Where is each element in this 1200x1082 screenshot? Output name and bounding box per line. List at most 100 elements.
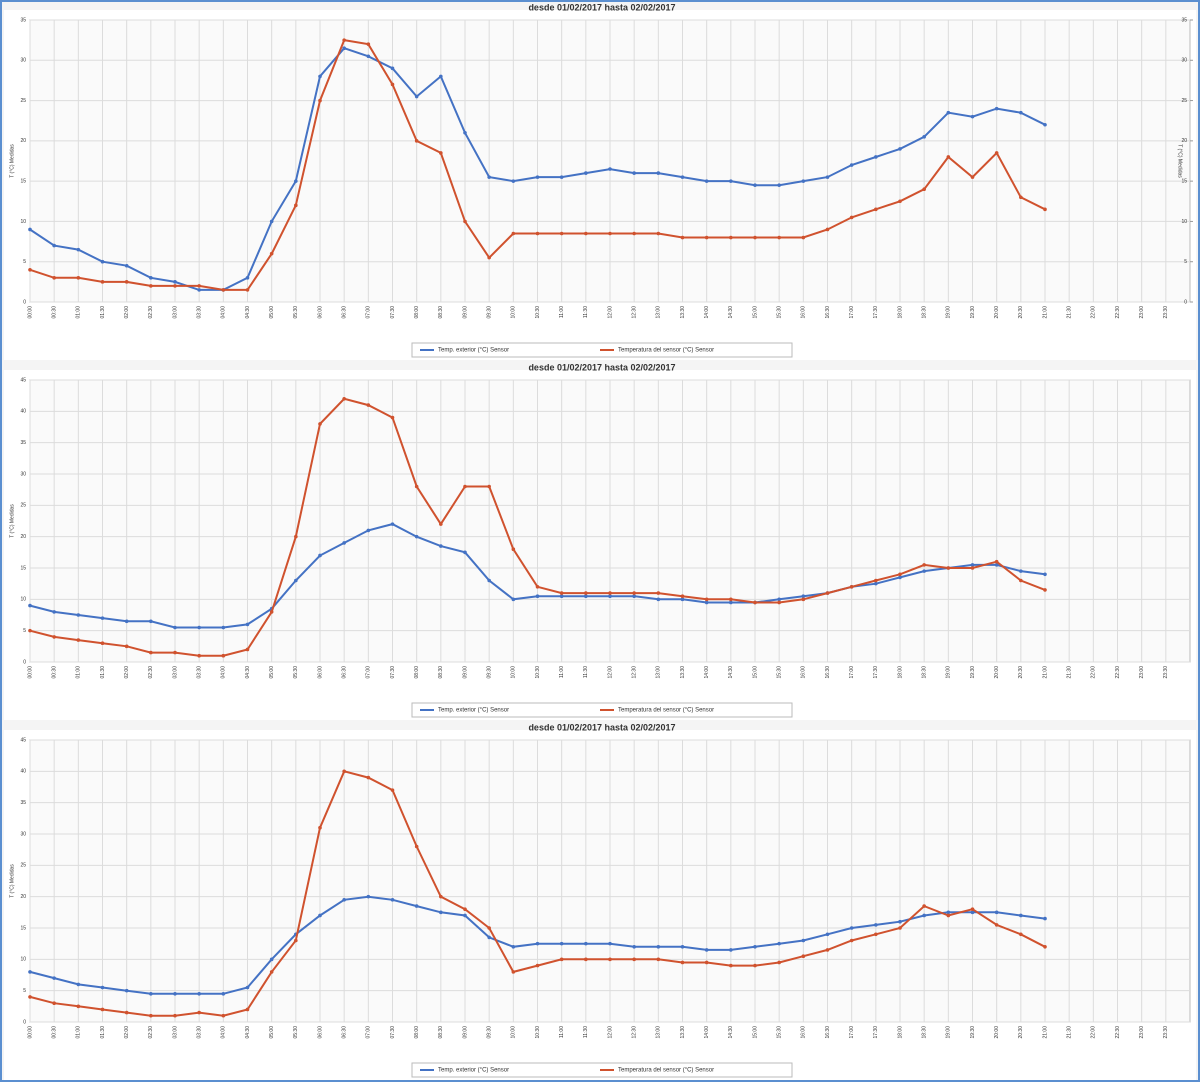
data-point <box>898 147 902 151</box>
legend-label: Temperatura del sensor (°C) Sensor <box>618 348 714 354</box>
data-point <box>28 267 32 272</box>
x-tick-label: 03:00 <box>172 1026 178 1039</box>
data-point <box>994 559 999 564</box>
data-point <box>801 938 806 943</box>
x-tick-label: 17:00 <box>849 306 855 319</box>
data-point <box>849 215 854 220</box>
y2-tick-label: 0 <box>1184 299 1187 305</box>
x-tick-label: 05:30 <box>293 666 299 679</box>
data-point <box>76 247 81 252</box>
data-point <box>342 898 346 902</box>
data-point <box>487 578 491 583</box>
data-point <box>584 957 588 962</box>
data-point <box>390 66 395 71</box>
data-point <box>874 207 878 212</box>
x-tick-label: 20:30 <box>1018 666 1024 679</box>
x-tick-label: 13:00 <box>656 306 662 319</box>
x-tick-label: 15:30 <box>776 1026 782 1039</box>
data-point <box>149 992 153 996</box>
data-point <box>729 235 733 240</box>
y2-tick-label: 15 <box>1181 178 1187 184</box>
data-point <box>173 280 177 284</box>
data-point <box>946 155 951 159</box>
x-tick-label: 09:00 <box>462 1026 468 1039</box>
data-point <box>777 960 781 965</box>
data-point <box>704 948 709 952</box>
data-point <box>729 600 733 605</box>
data-point <box>366 775 371 780</box>
data-point <box>149 619 153 624</box>
x-tick-label: 09:30 <box>486 1026 492 1039</box>
x-tick-label: 09:00 <box>462 666 468 679</box>
data-point <box>1043 207 1047 212</box>
data-point <box>318 74 322 79</box>
x-tick-label: 17:00 <box>849 1026 855 1039</box>
data-point <box>269 957 274 962</box>
data-point <box>632 171 636 175</box>
data-point <box>946 566 951 570</box>
y-tick-label: 5 <box>23 628 26 634</box>
data-point <box>1043 945 1047 949</box>
data-point <box>535 941 540 946</box>
x-tick-label: 17:30 <box>873 666 879 679</box>
y-tick-label: 10 <box>20 219 26 225</box>
data-point <box>414 534 419 539</box>
data-point <box>777 597 781 602</box>
data-point <box>414 844 419 849</box>
x-tick-label: 20:30 <box>1018 1026 1024 1039</box>
x-tick-label: 16:00 <box>801 666 807 679</box>
data-point <box>922 904 926 908</box>
data-point <box>390 898 395 902</box>
x-tick-label: 06:00 <box>317 306 323 319</box>
data-point <box>511 547 516 551</box>
data-point <box>559 594 564 598</box>
data-point <box>656 945 661 949</box>
data-point <box>946 110 951 115</box>
data-point <box>439 151 443 155</box>
data-point <box>269 251 274 256</box>
data-point <box>632 594 636 598</box>
x-tick-label: 02:00 <box>124 306 130 319</box>
data-point <box>149 650 153 655</box>
data-point <box>100 1007 105 1012</box>
x-tick-label: 14:30 <box>728 1026 734 1039</box>
x-tick-label: 22:30 <box>1115 666 1121 679</box>
data-point <box>632 591 636 595</box>
data-point <box>753 963 757 968</box>
data-point <box>970 566 975 570</box>
data-point <box>994 923 999 927</box>
x-tick-label: 22:00 <box>1091 306 1097 319</box>
data-point <box>994 910 999 915</box>
y-tick-label: 10 <box>20 597 26 603</box>
x-tick-label: 11:00 <box>559 666 565 678</box>
x-tick-label: 22:00 <box>1091 666 1097 679</box>
x-tick-label: 04:00 <box>221 666 227 679</box>
data-point <box>318 553 322 558</box>
x-tick-label: 21:00 <box>1042 306 1048 319</box>
x-tick-label: 20:00 <box>994 1026 1000 1039</box>
data-point <box>511 179 516 183</box>
y-tick-label: 15 <box>20 178 26 184</box>
x-tick-label: 09:30 <box>486 306 492 319</box>
x-tick-label: 07:30 <box>390 306 396 319</box>
data-point <box>221 1013 226 1018</box>
data-point <box>898 572 902 577</box>
data-point <box>559 175 564 179</box>
x-tick-label: 03:30 <box>196 1026 202 1039</box>
data-point <box>777 183 781 187</box>
x-tick-label: 15:30 <box>776 666 782 679</box>
x-tick-label: 10:30 <box>535 306 541 319</box>
x-tick-label: 01:30 <box>100 1026 106 1039</box>
data-point <box>584 171 588 175</box>
x-tick-label: 12:00 <box>607 666 613 679</box>
data-point <box>704 235 709 240</box>
y2-tick-label: 20 <box>1181 138 1187 144</box>
data-point <box>245 1007 250 1012</box>
data-point <box>100 985 105 990</box>
x-tick-label: 12:30 <box>631 666 637 679</box>
data-point <box>680 594 685 598</box>
x-tick-label: 19:30 <box>970 306 976 319</box>
x-tick-label: 20:00 <box>994 306 1000 319</box>
data-point <box>366 403 371 407</box>
